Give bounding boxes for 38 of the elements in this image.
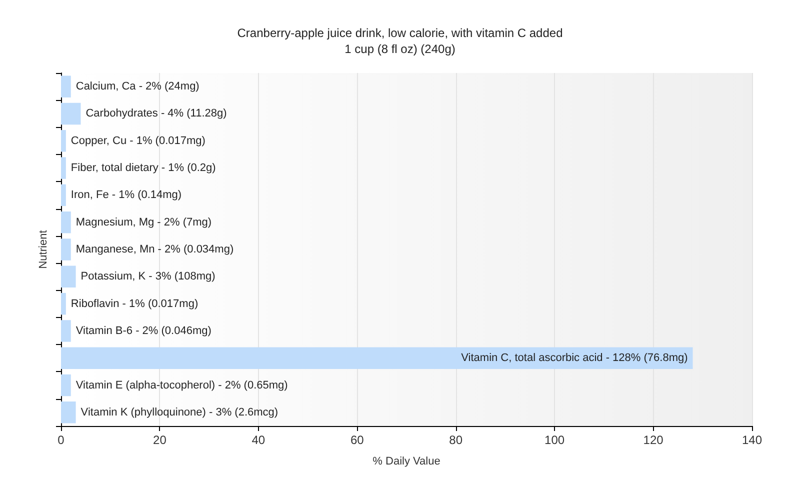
bar [61,76,71,98]
bar [61,292,66,315]
y-tick-label: Riboflavin - 1% (0.017mg) [70,298,198,310]
y-axis-title: Nutrient [38,230,50,269]
y-tick-label: Calcium, Ca - 2% (24mg) [76,80,200,93]
x-tick-label: 80 [449,433,463,447]
x-tick-label: 20 [153,433,167,447]
y-tick-label: Vitamin C, total ascorbic acid - 128% (76.8mg) [461,352,688,364]
y-tick-label: Iron, Fe - 1% (0.14mg) [70,189,182,202]
y-tick-label: Fiber, total dietary - 1% (0.2g) [70,162,216,174]
y-tick-label: Vitamin E (alpha-tocopherol) - 2% (0.65mg) [76,379,288,392]
bar [61,402,76,424]
y-tick-label: Manganese, Mn - 2% (0.034mg) [76,244,234,256]
x-tick-label: 140 [742,433,762,447]
y-tick-label: Carbohydrates - 4% (11.28g) [86,108,227,120]
y-tick-label: Potassium, K - 3% (108mg) [80,270,216,283]
chart-subtitle: 1 cup (8 fl oz) (240g) [344,42,456,56]
x-tick-label: 100 [544,433,565,447]
x-tick-label: 40 [252,433,266,447]
y-tick-label: Magnesium, Mg - 2% (7mg) [76,216,212,228]
bar [61,374,71,396]
x-tick-label: 120 [643,433,664,447]
x-tick-label: 60 [350,433,364,447]
bar [61,157,66,179]
y-tick-label: Vitamin B-6 - 2% (0.046mg) [76,324,212,337]
bar [61,102,81,125]
bar [61,320,71,342]
bar [61,184,66,206]
chart-title: Cranberry-apple juice drink, low calorie, with vitamin C added [237,26,563,40]
bar [61,238,71,260]
bar [61,130,66,152]
y-tick-label: Vitamin K (phylloquinone) - 3% (2.6mcg) [80,406,278,418]
x-axis-title: % Daily Value [372,456,440,468]
y-tick-label: Copper, Cu - 1% (0.017mg) [70,134,206,147]
bar [61,266,76,288]
bar [61,347,693,369]
x-tick-label: 0 [58,433,65,447]
bar [61,211,71,234]
